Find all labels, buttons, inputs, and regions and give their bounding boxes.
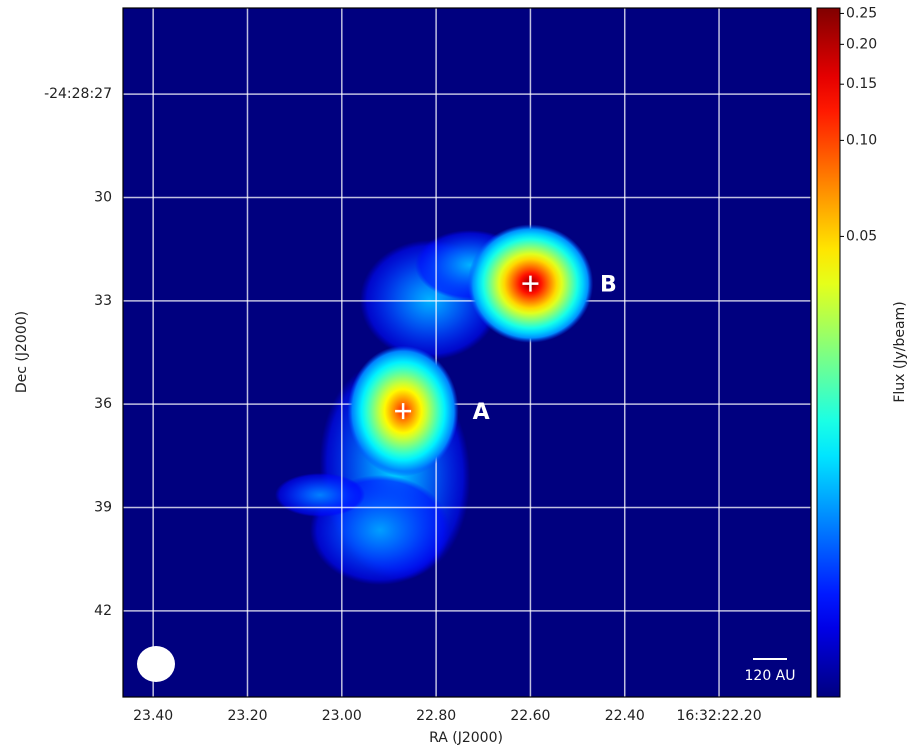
colorbar-tick-label: 0.25 bbox=[846, 5, 877, 21]
x-tick-label: 22.60 bbox=[510, 708, 550, 724]
y-tick-label: 30 bbox=[94, 189, 112, 205]
chart: A B 120 AU RA (J2000) Dec (J2000) Flux (J… bbox=[0, 0, 913, 751]
colorbar-tick-label: 0.05 bbox=[846, 228, 877, 244]
y-tick-label: 36 bbox=[94, 396, 112, 412]
y-tick-label: 39 bbox=[94, 500, 112, 516]
colorbar-tick-label: 0.10 bbox=[846, 132, 877, 148]
y-axis-label: Dec (J2000) bbox=[14, 311, 30, 393]
colorbar-tick-label: 0.20 bbox=[846, 36, 877, 52]
extended-emission bbox=[275, 473, 365, 517]
y-tick-label: -24:28:27 bbox=[44, 86, 112, 102]
colorbar bbox=[817, 8, 840, 697]
y-tick-label: 42 bbox=[94, 603, 112, 619]
source-label: B bbox=[600, 273, 617, 298]
colorbar-label: Flux (Jy/beam) bbox=[892, 301, 908, 402]
source-label: A bbox=[473, 400, 490, 425]
x-tick-label: 22.40 bbox=[605, 708, 645, 724]
x-tick-label: 23.00 bbox=[322, 708, 362, 724]
y-tick-label: 33 bbox=[94, 293, 112, 309]
colorbar-tick-label: 0.15 bbox=[846, 76, 877, 92]
x-tick-label: 22.80 bbox=[416, 708, 456, 724]
x-tick-label: 23.20 bbox=[227, 708, 267, 724]
x-axis-label: RA (J2000) bbox=[429, 730, 503, 746]
x-tick-label: 23.40 bbox=[133, 708, 173, 724]
x-tick-label: 16:32:22.20 bbox=[676, 708, 761, 724]
image-background bbox=[123, 8, 811, 697]
beam bbox=[137, 646, 175, 682]
scale-bar-label: 120 AU bbox=[745, 668, 796, 684]
